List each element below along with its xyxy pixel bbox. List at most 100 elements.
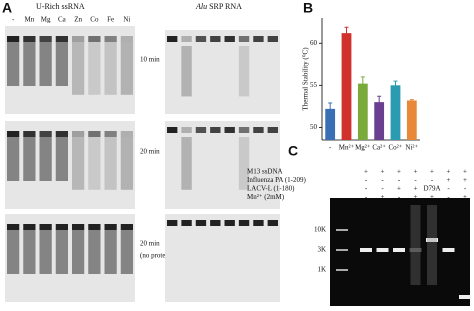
bar: [357, 83, 368, 140]
cell: +: [397, 185, 401, 193]
smear: [72, 137, 85, 190]
band: [210, 220, 221, 226]
band: [88, 224, 101, 230]
band: [7, 224, 20, 230]
smear: [7, 137, 20, 181]
dna-band: [360, 248, 372, 252]
band: [253, 220, 264, 226]
band: [55, 36, 68, 42]
panel-label: C: [288, 143, 298, 159]
smear: [39, 137, 52, 181]
ladder-band: [336, 229, 348, 231]
marker-label: 3K: [317, 246, 326, 254]
y-tick-label: 50: [310, 123, 318, 131]
cell: +: [364, 168, 368, 176]
band: [167, 127, 178, 133]
band: [238, 36, 250, 42]
band: [88, 131, 101, 137]
row-label: Mn²⁺ (2mM): [247, 193, 285, 201]
band: [7, 36, 20, 42]
band: [7, 131, 20, 137]
band: [238, 127, 250, 133]
gel-title-italic: Alu: [195, 2, 207, 11]
band: [224, 36, 235, 42]
band: [120, 36, 133, 42]
cell: -: [365, 193, 368, 201]
dna-smear: [427, 205, 437, 285]
band: [88, 36, 101, 42]
cell: +: [381, 168, 385, 176]
smear: [7, 42, 20, 86]
lane-label: -: [12, 16, 15, 24]
band: [39, 36, 52, 42]
band: [72, 131, 85, 137]
cell: +: [447, 176, 451, 184]
time-label: 10 min: [140, 56, 160, 64]
band: [39, 131, 52, 137]
cell: +: [463, 193, 467, 201]
marker-label: 10K: [314, 226, 326, 234]
gel-title-rest: SRP RNA: [209, 2, 242, 11]
smear: [120, 42, 133, 95]
band: [120, 131, 133, 137]
time-label: 20 min: [140, 240, 160, 248]
band: [23, 224, 36, 230]
smear: [181, 46, 192, 97]
band: [267, 127, 278, 133]
band: [195, 36, 207, 42]
cell: +: [430, 193, 434, 201]
x-tick-label: Mg²⁺: [355, 144, 371, 152]
cell: -: [447, 193, 450, 201]
band: [104, 131, 117, 137]
smear: [23, 137, 36, 181]
dna-band: [393, 248, 405, 252]
cell: +: [414, 193, 418, 201]
lane-label: Mn: [25, 16, 35, 24]
band: [72, 224, 85, 230]
band: [181, 220, 192, 226]
band: [238, 220, 250, 226]
cell: +: [381, 193, 385, 201]
band: [167, 36, 178, 42]
cell: -: [398, 193, 401, 201]
time-label: 20 min: [140, 148, 160, 156]
y-tick-label: 60: [310, 39, 318, 47]
y-tick-label: 55: [310, 81, 318, 89]
bar: [325, 108, 336, 140]
y-axis-label: Thermal Stability (⁰C): [302, 47, 310, 111]
cell: -: [447, 185, 450, 193]
smear: [55, 42, 68, 86]
gel-title: U-Rich ssRNA: [36, 2, 85, 11]
smear: [55, 230, 68, 274]
x-tick-label: Co²⁺: [389, 144, 403, 152]
cell: -: [365, 185, 368, 193]
lane-label: Ni: [123, 16, 130, 24]
band: [267, 220, 278, 226]
band: [167, 220, 178, 226]
smear: [7, 230, 20, 274]
cell: -: [398, 176, 401, 184]
band: [120, 224, 133, 230]
band: [224, 127, 235, 133]
gel: [165, 121, 280, 209]
smear: [88, 137, 101, 190]
smear: [23, 42, 36, 86]
smear: [88, 230, 101, 274]
row-label: LACV-L (1-180): [247, 185, 295, 193]
lane-label: Fe: [107, 16, 114, 24]
band: [55, 224, 68, 230]
bar: [406, 100, 417, 140]
lane-label: Zn: [74, 16, 82, 24]
band: [253, 36, 264, 42]
smear: [39, 42, 52, 86]
band: [23, 131, 36, 137]
smear: [104, 230, 117, 274]
gel-title: Alu SRP RNA: [195, 2, 242, 11]
dna-smear: [410, 205, 421, 285]
smear: [238, 46, 250, 97]
cell: -: [414, 176, 417, 184]
smear: [104, 42, 117, 95]
marker-label: 1K: [317, 266, 326, 274]
smear: [120, 230, 133, 274]
